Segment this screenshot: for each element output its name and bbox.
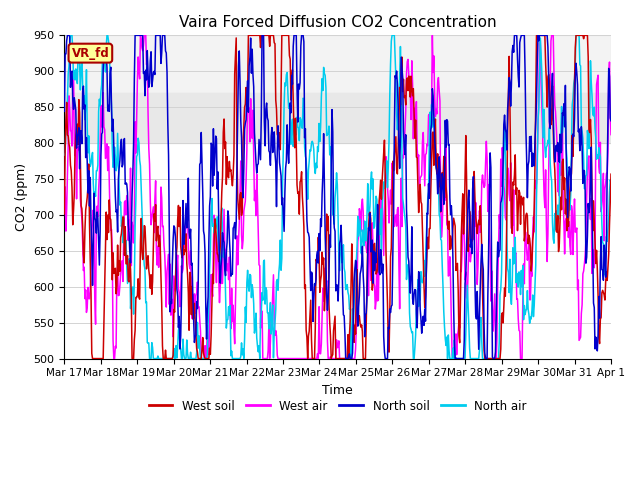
Title: Vaira Forced Diffusion CO2 Concentration: Vaira Forced Diffusion CO2 Concentration <box>179 15 497 30</box>
West air <box>70 137 78 143</box>
West soil <box>183 261 191 266</box>
West soil <box>127 294 135 300</box>
Bar <box>65 36 611 93</box>
North soil <box>63 33 71 38</box>
West air <box>184 216 191 222</box>
Legend: West soil, West air, North soil, North air: West soil, West air, North soil, North a… <box>144 395 531 417</box>
West soil <box>244 33 252 38</box>
North soil <box>212 133 220 139</box>
Line: North air: North air <box>65 36 611 359</box>
North air <box>127 293 135 299</box>
North air <box>67 33 74 38</box>
North air <box>71 77 79 83</box>
West soil <box>70 191 78 196</box>
North soil <box>71 101 79 107</box>
North air <box>184 350 191 356</box>
Y-axis label: CO2 (ppm): CO2 (ppm) <box>15 163 28 231</box>
North air <box>61 152 68 158</box>
North soil <box>342 356 349 361</box>
West soil <box>61 211 68 216</box>
North air <box>146 356 154 361</box>
North soil <box>127 230 135 236</box>
North soil <box>183 225 191 231</box>
North air <box>212 220 220 226</box>
Line: North soil: North soil <box>65 36 611 359</box>
Line: West air: West air <box>65 36 611 359</box>
West soil <box>212 223 220 229</box>
Bar <box>65 93 611 143</box>
West air <box>136 33 144 38</box>
West air <box>110 356 118 361</box>
North soil <box>406 276 413 281</box>
West soil <box>422 293 429 299</box>
North air <box>607 180 615 186</box>
West air <box>406 78 413 84</box>
North soil <box>607 118 615 124</box>
West soil <box>607 171 615 177</box>
West air <box>422 152 429 157</box>
West soil <box>89 356 97 361</box>
North air <box>406 311 413 316</box>
North air <box>422 257 429 263</box>
Line: West soil: West soil <box>65 36 611 359</box>
North soil <box>61 108 68 114</box>
Text: VR_fd: VR_fd <box>72 47 109 60</box>
West air <box>127 263 135 269</box>
X-axis label: Time: Time <box>323 384 353 397</box>
North soil <box>422 318 429 324</box>
West air <box>212 280 220 286</box>
West air <box>61 206 68 212</box>
West air <box>607 132 615 137</box>
West soil <box>406 76 413 82</box>
